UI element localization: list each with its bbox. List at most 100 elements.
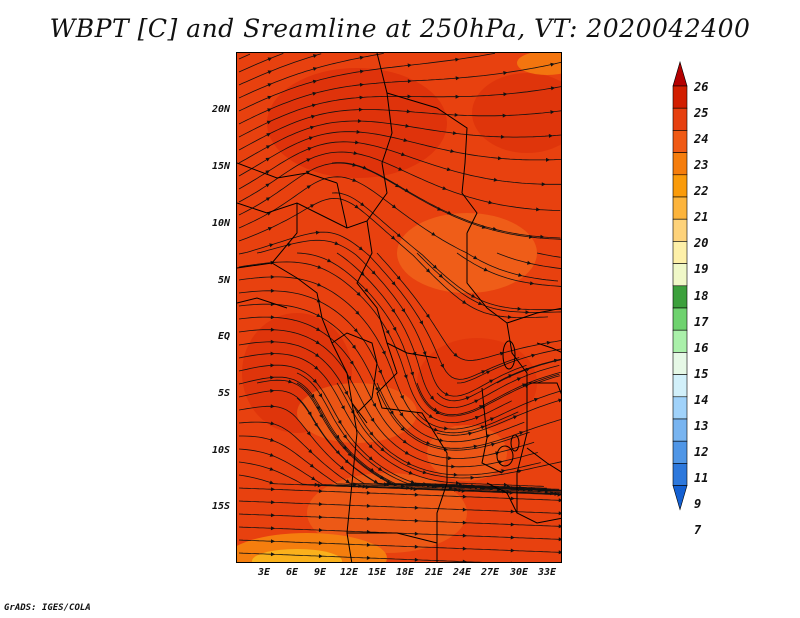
lon-label: 21E — [424, 567, 444, 578]
streamline — [238, 61, 561, 125]
streamline-arrowhead — [341, 405, 345, 410]
lon-label: 6E — [285, 567, 299, 578]
streamline-arrowhead — [550, 491, 555, 496]
streamline-arrowhead — [509, 490, 514, 495]
streamline-arrowhead — [550, 62, 555, 67]
streamline-arrowhead — [407, 63, 412, 68]
streamline-arrowhead — [401, 152, 406, 157]
streamline-arrowhead — [444, 392, 450, 396]
colorbar-swatch — [672, 285, 688, 309]
streamline-arrowhead — [510, 548, 515, 553]
streamline-arrowhead — [318, 502, 323, 507]
streamline-arrowhead — [479, 486, 484, 490]
streamline-arrowhead — [414, 544, 419, 549]
streamline-arrowhead — [470, 475, 475, 480]
streamline-arrowhead — [550, 86, 556, 91]
streamline-arrowhead — [500, 134, 505, 139]
streamline-arrowhead — [270, 288, 275, 293]
streamline-arrowhead — [405, 123, 410, 128]
streamline-arrowhead — [461, 488, 466, 493]
streamline-arrowhead — [372, 403, 377, 408]
streamline-arrowhead — [506, 484, 511, 489]
streamline-arrowhead — [410, 486, 415, 491]
colorbar-label: 23 — [694, 158, 709, 172]
streamline — [536, 252, 561, 258]
streamline-arrowhead — [270, 339, 275, 344]
map-plot-area — [236, 52, 562, 563]
colorbar-label: 19 — [694, 262, 709, 276]
streamline-arrowhead — [473, 444, 478, 449]
streamline — [238, 131, 561, 177]
streamline-arrowhead — [364, 288, 369, 293]
streamline-arrowhead — [434, 484, 439, 489]
streamline-arrowhead — [510, 561, 512, 562]
streamline-arrowhead — [267, 227, 273, 231]
streamline-arrowhead — [312, 91, 317, 96]
streamline-arrowhead — [402, 439, 408, 444]
streamline-arrowhead — [270, 351, 275, 356]
streamline-arrowhead — [558, 524, 561, 529]
streamline-arrowhead — [366, 516, 371, 521]
streamline-arrowhead — [362, 165, 368, 170]
streamline-arrowhead — [359, 95, 364, 100]
chart-title: WBPT [C] and Sreamline at 250hPa, VT: 20… — [49, 14, 751, 43]
lon-label: 12E — [339, 567, 359, 578]
streamline-arrowhead — [441, 484, 446, 489]
streamline-arrowhead — [406, 485, 411, 490]
lon-label: 18E — [395, 567, 415, 578]
colorbar-swatch — [672, 85, 688, 109]
streamline-arrowhead — [270, 327, 275, 332]
streamline-arrowhead — [419, 320, 424, 325]
streamline-arrowhead — [270, 513, 275, 518]
streamline-arrowhead — [305, 170, 311, 175]
streamline-arrowhead — [312, 378, 317, 384]
lon-label: 27E — [480, 567, 500, 578]
streamline-arrowhead — [355, 310, 360, 315]
colorbar-swatch — [672, 196, 688, 220]
streamline-arrowhead — [450, 149, 455, 153]
streamline-arrowhead — [311, 476, 316, 481]
streamline-arrowhead — [433, 427, 439, 432]
streamline-arrowhead — [317, 483, 322, 488]
streamline-arrowhead — [455, 57, 460, 62]
lat-label: EQ — [217, 331, 230, 342]
streamline-arrowhead — [425, 313, 430, 319]
streamline-arrowhead — [414, 505, 419, 510]
streamline-arrowhead — [554, 491, 559, 496]
streamline-arrowhead — [497, 156, 502, 161]
streamline-arrowhead — [458, 482, 463, 487]
streamline-arrowhead — [368, 444, 373, 449]
colorbar-swatch — [672, 218, 688, 242]
streamline-arrowhead — [318, 393, 323, 398]
streamline — [256, 239, 527, 397]
streamline-arrowhead — [267, 57, 273, 62]
streamline-arrowhead — [358, 246, 363, 251]
streamline-arrowhead — [318, 489, 323, 494]
streamline — [331, 192, 561, 311]
colorbar-label: 16 — [694, 341, 709, 355]
streamline-arrowhead — [513, 415, 518, 420]
lon-label: 3E — [257, 567, 271, 578]
colorbar-label: 25 — [694, 106, 709, 120]
streamline-arrowhead — [431, 232, 436, 236]
streamline-arrowhead — [473, 255, 478, 260]
streamline-arrowhead — [384, 482, 388, 487]
streamline-arrowhead — [463, 484, 468, 489]
colorbar-swatch — [672, 396, 688, 420]
streamline-arrowhead — [316, 405, 320, 411]
streamline-arrowhead — [414, 557, 419, 562]
streamline-arrowhead — [406, 109, 411, 114]
streamline-arrowhead — [510, 509, 515, 514]
streamline — [238, 53, 251, 60]
streamline-arrowhead — [400, 395, 404, 400]
streamline-arrowhead — [269, 480, 274, 485]
streamline-arrowhead — [448, 486, 453, 491]
streamline — [238, 151, 561, 211]
streamline — [238, 290, 525, 443]
colorbar-swatch — [672, 107, 688, 131]
streamline-arrowhead — [380, 447, 385, 452]
streamline-arrowhead — [437, 206, 442, 211]
streamline-arrowhead — [522, 487, 527, 492]
streamline-arrowhead — [462, 533, 467, 538]
streamline — [436, 399, 561, 436]
